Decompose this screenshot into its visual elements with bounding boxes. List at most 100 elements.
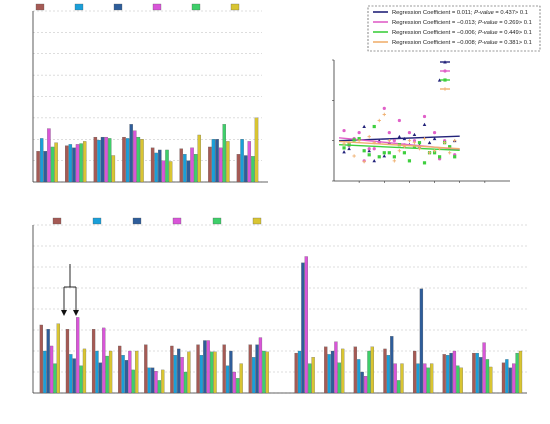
bar <box>337 362 341 394</box>
bar <box>512 363 516 394</box>
scatter-point <box>392 155 396 159</box>
legend-swatch <box>132 217 142 225</box>
bar <box>76 317 80 394</box>
regression-gt: > <box>519 40 524 46</box>
bar <box>168 161 173 183</box>
scatter-point <box>367 148 371 153</box>
bar <box>236 154 241 183</box>
regression-thr: 0.1 <box>524 20 532 26</box>
bar <box>429 363 434 394</box>
scatter-point <box>407 131 412 135</box>
legend-swatch <box>52 217 62 225</box>
regression-p: 0.269 <box>504 20 519 26</box>
regression-legend-text: Regression Coefficient = 0.011; P-value … <box>392 10 528 16</box>
scatter-point <box>422 122 427 126</box>
legend-swatch <box>35 3 45 11</box>
bar <box>297 350 302 394</box>
regression-thr: 0.1 <box>520 10 528 16</box>
scatter-point <box>387 151 391 155</box>
bar <box>65 145 69 183</box>
bar <box>154 152 158 183</box>
bar <box>247 141 252 183</box>
bar <box>46 329 50 394</box>
bar <box>100 136 105 183</box>
bar <box>518 350 523 394</box>
regression-prefix: Regression Coefficient = <box>392 10 457 16</box>
bar <box>232 371 236 394</box>
bar <box>222 344 226 394</box>
scatter-point <box>448 145 452 149</box>
bar <box>479 357 483 394</box>
bar <box>98 362 103 394</box>
bar <box>265 351 269 394</box>
bar <box>53 363 57 394</box>
bar <box>121 355 125 394</box>
scatter-point <box>367 147 371 151</box>
regression-eq: = <box>498 20 505 26</box>
bar <box>69 354 73 394</box>
bar <box>173 355 177 394</box>
bar <box>186 160 191 183</box>
scatter-point <box>367 153 371 157</box>
scatter-point <box>382 151 386 155</box>
legend-marker <box>443 60 447 64</box>
annotation-arrowhead <box>73 310 79 316</box>
bar <box>50 146 55 183</box>
bar <box>196 344 200 394</box>
bar <box>400 363 404 394</box>
scatter-point <box>382 154 387 158</box>
bar <box>353 346 357 394</box>
regression-prefix: Regression Coefficient = <box>392 20 457 26</box>
bar <box>95 350 99 394</box>
bar <box>203 340 207 394</box>
bar <box>128 350 132 394</box>
legend-marker <box>443 69 447 73</box>
bar <box>82 348 87 394</box>
regression-coef: −0.006 <box>457 30 475 36</box>
bar <box>393 363 397 394</box>
bar <box>56 323 60 394</box>
bar <box>251 156 255 183</box>
bar <box>39 324 43 394</box>
bar <box>49 345 54 394</box>
bar <box>472 352 476 394</box>
regression-coef: −0.008 <box>457 40 475 46</box>
scatter-point <box>372 147 376 151</box>
bar <box>367 350 371 394</box>
legend-swatch <box>191 3 201 11</box>
scatter-point <box>362 149 366 153</box>
bar <box>308 363 312 394</box>
legend-swatch <box>252 217 262 225</box>
bar <box>208 146 212 183</box>
scatter-point <box>437 78 442 82</box>
bar <box>144 344 148 394</box>
bar <box>218 147 223 183</box>
bar <box>102 327 106 394</box>
bar <box>43 350 47 394</box>
bar <box>158 149 162 183</box>
bar <box>254 117 259 183</box>
bar <box>324 346 328 394</box>
bar <box>199 355 204 394</box>
scatter-point <box>412 132 417 137</box>
bar <box>83 141 87 183</box>
bar <box>147 367 151 394</box>
bar <box>442 354 446 394</box>
scatter-point <box>453 155 457 159</box>
legend-swatch <box>92 217 102 225</box>
bar <box>252 357 256 394</box>
scatter-point <box>372 124 376 129</box>
bar <box>225 365 230 394</box>
second-third-year-bar-chart <box>32 217 527 394</box>
scatter-point <box>387 131 391 135</box>
bar <box>505 359 509 394</box>
bar <box>206 340 210 394</box>
bar <box>334 341 338 394</box>
bar <box>390 336 394 394</box>
bar <box>179 148 183 183</box>
bar <box>79 365 83 394</box>
bar <box>485 359 490 394</box>
scatter-point <box>377 155 381 159</box>
bar <box>262 350 266 394</box>
